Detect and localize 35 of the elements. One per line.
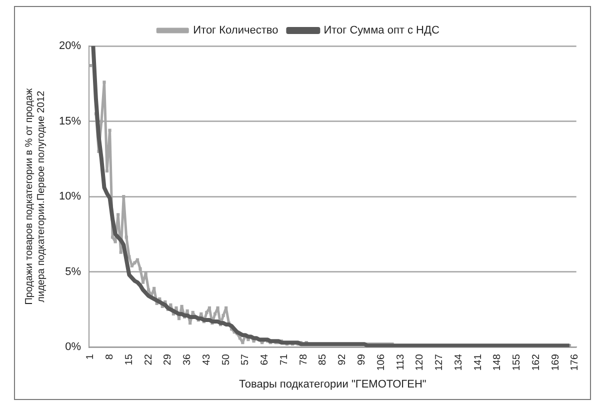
x-tick-label: 155	[512, 354, 523, 371]
y-tick-label: 5%	[65, 266, 82, 278]
legend-label: Итог Количество	[193, 24, 278, 37]
x-tick-label: 43	[201, 354, 212, 366]
y-axis-title: Продажи товаров подкатегории в % от продаж лидера подкатегории.Первое полугодие 2012	[24, 88, 47, 305]
y-tick-label: 0%	[65, 341, 82, 354]
x-tick-label: 36	[182, 354, 194, 366]
x-tick-label: 162	[530, 354, 542, 371]
x-tick-label: 176	[570, 354, 581, 371]
x-tick-label: 113	[395, 354, 406, 370]
x-tick-label: 85	[318, 354, 329, 366]
x-tick-label: 99	[356, 354, 368, 366]
x-axis-title: Товары подкатегории "ГЕМОТОГЕН"	[239, 378, 426, 390]
y-tick-label: 10%	[58, 190, 82, 203]
x-tick-label: 106	[376, 354, 387, 371]
y-tick-label: 20%	[58, 40, 82, 52]
x-tick-label: 134	[453, 354, 464, 371]
x-tick-label: 127	[434, 354, 446, 371]
x-tick-label: 8	[104, 354, 116, 360]
x-tick-label: 92	[337, 354, 348, 366]
x-tick-label: 15	[124, 354, 135, 366]
legend-label: Итог Сумма опт с НДС	[324, 24, 440, 37]
x-tick-label: 71	[278, 354, 290, 366]
x-tick-label: 148	[492, 354, 504, 371]
x-tick-label: 57	[240, 354, 252, 366]
x-tick-label: 50	[220, 354, 232, 366]
x-tick-label: 1	[85, 354, 96, 360]
x-tick-label: 29	[162, 354, 174, 366]
x-tick-label: 169	[550, 354, 562, 371]
x-tick-label: 64	[260, 354, 271, 366]
x-tick-label: 141	[472, 354, 484, 371]
x-tick-label: 22	[143, 354, 154, 366]
y-tick-label: 15%	[58, 115, 82, 128]
x-tick-label: 120	[414, 354, 426, 371]
x-tick-label: 78	[298, 354, 310, 366]
